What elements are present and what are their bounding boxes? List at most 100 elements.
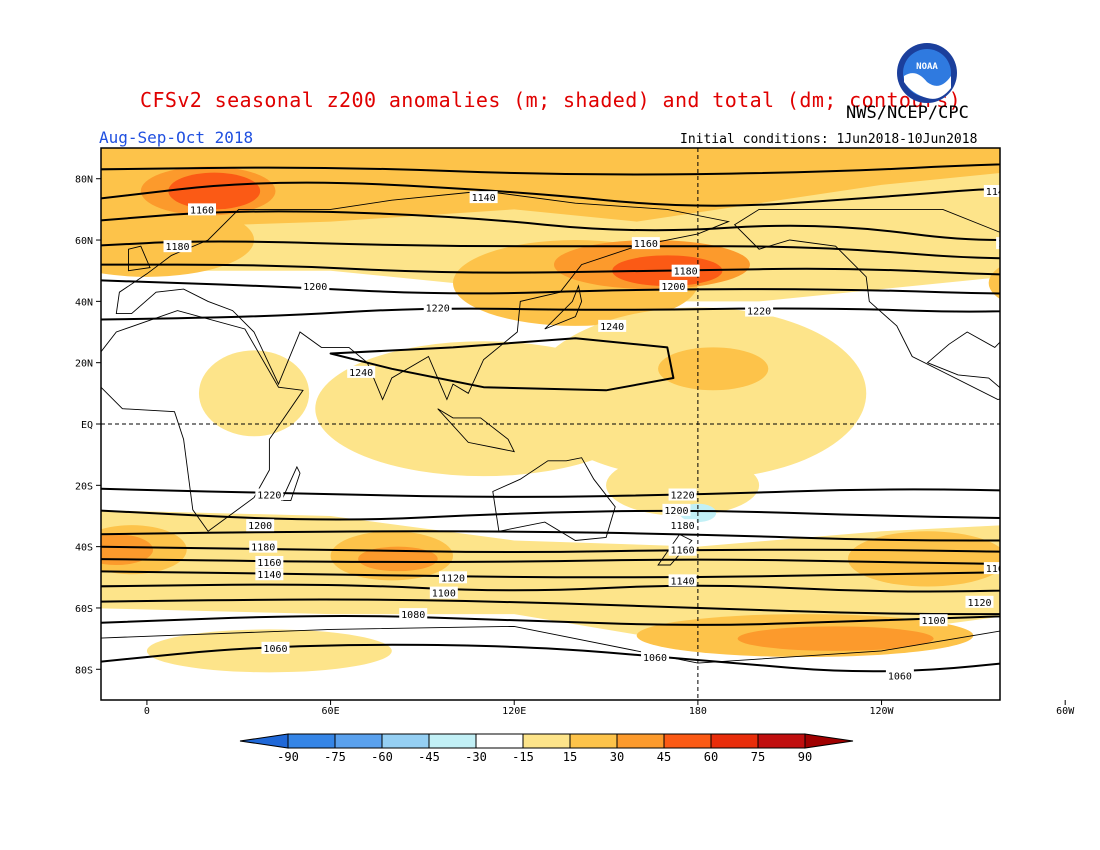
colorbar-swatch <box>475 733 524 749</box>
lon-label: 180 <box>689 706 707 717</box>
coastline-south-america <box>1001 393 1100 589</box>
coastline-north-america <box>733 208 1000 400</box>
colorbar-swatch <box>710 733 759 749</box>
lat-label: 80S <box>75 665 93 676</box>
contour-label: 1100 <box>922 616 946 627</box>
noaa-logo: NOAA <box>897 43 957 103</box>
contour-label-bg <box>662 503 691 516</box>
lat-label: 40N <box>75 297 93 308</box>
colorbar-label: 75 <box>751 750 765 764</box>
colorbar-label: 60 <box>704 750 718 764</box>
contour-label: 1160 <box>634 239 658 250</box>
contour-label: 1160 <box>671 546 695 557</box>
contour-label: 1140 <box>671 576 695 587</box>
contour-label: 1120 <box>441 573 465 584</box>
contour-label-bg <box>399 608 428 621</box>
colorbar-swatch <box>428 733 477 749</box>
contour-label-bg <box>668 543 697 556</box>
coastline-australia <box>492 457 616 541</box>
contour-label-bg <box>919 614 948 627</box>
lon-label: 120E <box>502 706 526 717</box>
contour-label: 1220 <box>426 303 450 314</box>
contour-label-bg <box>631 237 660 250</box>
anomaly-shade-trop-3 <box>658 347 769 391</box>
contour-label-bg <box>255 555 284 568</box>
contour-label-bg <box>1051 516 1079 528</box>
height-contour-13 <box>101 570 1000 579</box>
anomaly-shade-sh-9 <box>737 626 934 651</box>
coastline-greenland <box>1035 173 1100 240</box>
coastline-africa <box>101 310 304 532</box>
height-contour-16 <box>101 614 1000 626</box>
contour-label-bg <box>671 264 700 277</box>
contour-label: 1060 <box>263 644 287 655</box>
contour-label: 1060 <box>643 653 667 664</box>
anomaly-shade-nh-2 <box>988 266 1000 300</box>
contour-label-bg <box>983 184 1000 197</box>
contour-label-bg <box>996 237 1000 250</box>
contour-label-bg <box>1014 544 1042 556</box>
contour-label-bg <box>301 280 330 293</box>
contour-label: 1160 <box>190 205 214 216</box>
height-contour-10 <box>101 530 1000 542</box>
contour-label: 1160 <box>986 564 1010 575</box>
anomaly-shade-sh-6 <box>1096 522 1100 577</box>
contour-label-bg <box>983 562 1000 575</box>
contour-label-bg <box>163 240 192 253</box>
contour-label-bg <box>439 571 468 584</box>
height-contour-12 <box>101 558 1000 565</box>
contour-label: 1140 <box>1001 576 1025 587</box>
height-contour-5 <box>101 263 1000 276</box>
contour-label-bg <box>1021 262 1049 274</box>
colorbar-label: -30 <box>465 750 487 764</box>
contour-label-bg <box>188 203 217 216</box>
contour-label: 1220 <box>671 491 695 502</box>
contour-label-bg <box>965 595 994 608</box>
coastline-uk <box>128 245 151 272</box>
height-contour-1240-closed <box>329 337 675 392</box>
contour-label-bg <box>745 304 774 317</box>
colorbar-swatch <box>616 733 665 749</box>
colorbar-swatch <box>757 733 806 749</box>
contour-label-bg <box>885 669 914 682</box>
contour-label-bg <box>668 574 697 587</box>
colorbar-swatch <box>663 733 712 749</box>
chart-title: CFSv2 seasonal z200 anomalies (m; shaded… <box>140 88 962 112</box>
noaa-logo-text: NOAA <box>916 62 938 72</box>
contour-label-bg <box>429 586 458 599</box>
contour-label-bg <box>659 280 688 293</box>
contour-label: 1180 <box>671 521 695 532</box>
colorbar-swatch <box>522 733 571 749</box>
anomaly-shade-trop-4 <box>198 350 310 437</box>
colorbar-label: 15 <box>563 750 577 764</box>
coastline-indonesia <box>437 408 516 453</box>
height-contour-15 <box>101 598 1000 616</box>
coastline-madagascar <box>280 465 301 502</box>
contour-label: 1080 <box>401 610 425 621</box>
contour-label-bg <box>249 540 278 553</box>
contour-label: 1220 <box>1007 487 1031 498</box>
contour-label: 1080 <box>1007 638 1031 649</box>
contour-label-bg <box>255 568 284 581</box>
contour-label-bg <box>1014 280 1042 292</box>
anomaly-shade-neg-2 <box>1044 620 1100 645</box>
contour-label-bg <box>641 651 670 664</box>
lat-label: 40S <box>75 543 93 554</box>
contour-label-bg <box>1005 485 1033 497</box>
colorbar-label: 45 <box>657 750 671 764</box>
contour-label-bg <box>668 519 697 532</box>
contour-label: 1140 <box>986 187 1010 198</box>
contour-label: 1140 <box>472 193 496 204</box>
lat-label: EQ <box>81 420 93 431</box>
contour-label: 1180 <box>251 543 275 554</box>
colorbar-label: 90 <box>798 750 812 764</box>
contour-label-bg <box>255 488 284 501</box>
coastline-eurasia <box>115 190 731 401</box>
contour-label: 1180 <box>674 267 698 278</box>
contour-label: 1200 <box>1016 282 1040 293</box>
contour-label: 1180 <box>1023 264 1047 275</box>
colorbar-swatch <box>569 733 618 749</box>
height-contour-8 <box>101 487 1000 498</box>
agency-label: NWS/NCEP/CPC <box>846 103 969 123</box>
contour-label: 1200 <box>1053 518 1077 529</box>
